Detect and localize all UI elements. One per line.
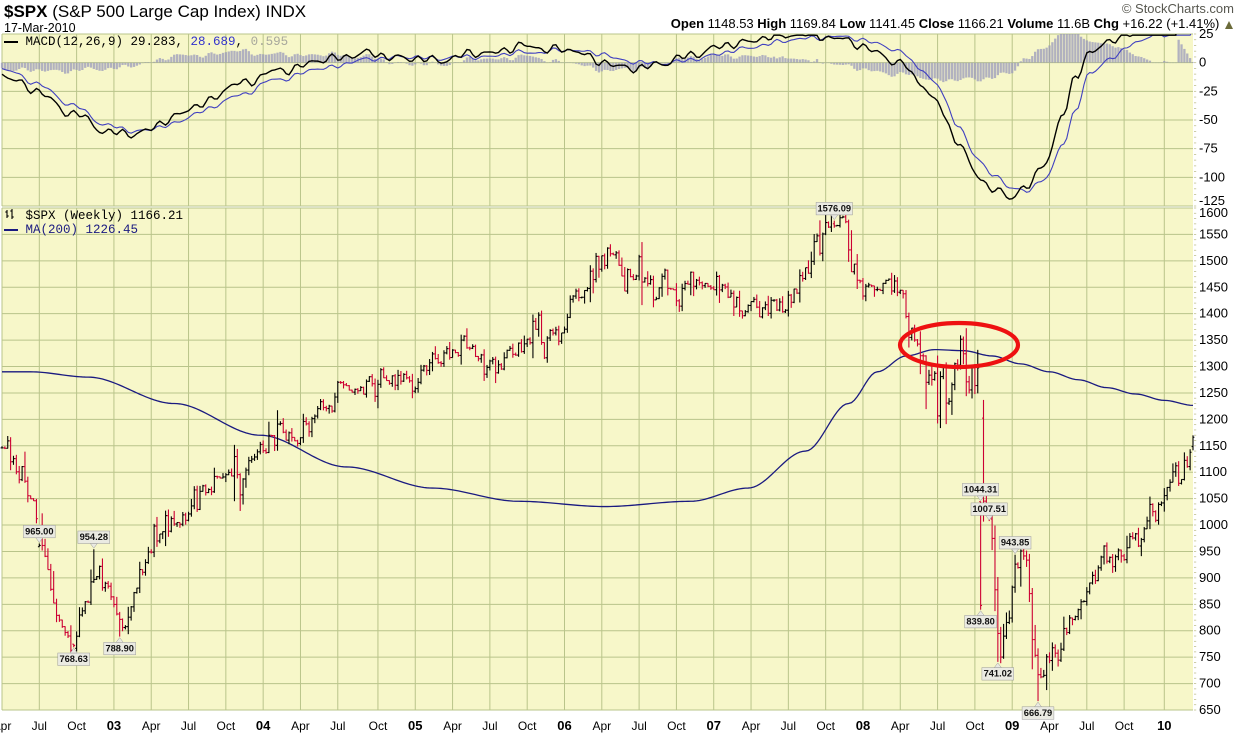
svg-text:954.28: 954.28 (80, 532, 108, 542)
svg-text:1007.51: 1007.51 (972, 504, 1006, 514)
svg-text:1044.31: 1044.31 (964, 485, 998, 495)
svg-text:839.80: 839.80 (966, 617, 994, 627)
svg-text:666.79: 666.79 (1024, 708, 1052, 718)
svg-text:943.85: 943.85 (1001, 538, 1029, 548)
svg-text:788.90: 788.90 (105, 643, 133, 653)
svg-text:965.00: 965.00 (25, 526, 53, 536)
svg-text:768.63: 768.63 (59, 654, 87, 664)
svg-text:1576.09: 1576.09 (817, 204, 851, 214)
svg-text:741.02: 741.02 (984, 669, 1012, 679)
